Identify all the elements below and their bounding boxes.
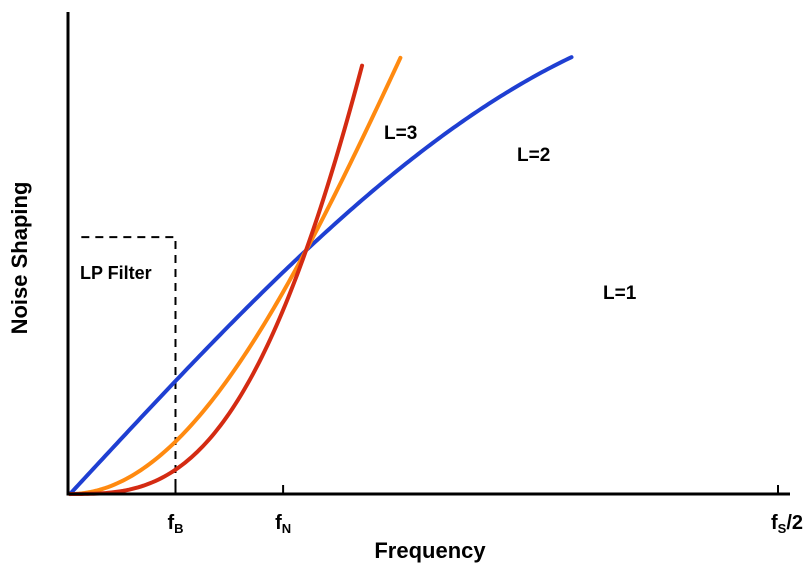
- x-axis-label: Frequency: [374, 538, 486, 563]
- lp-filter-label: LP Filter: [80, 263, 152, 283]
- series-l3-line: [68, 63, 365, 496]
- lp-filter-line: [81, 236, 177, 494]
- series-label-l2: L=2: [517, 145, 550, 166]
- x-tick-label: fS/2: [771, 512, 803, 536]
- series-l1-line: [68, 55, 574, 496]
- y-axis-label: Noise Shaping: [7, 182, 32, 335]
- series-label-l1: L=1: [603, 283, 637, 304]
- x-tick-label: fB: [167, 512, 183, 536]
- tick-layer: fB fN fS/2: [167, 485, 803, 536]
- series-layer: [68, 55, 574, 496]
- series-label-l3: L=3: [384, 123, 417, 144]
- x-tick-label: fN: [275, 512, 291, 536]
- series-l2-line: [68, 55, 403, 496]
- label-layer: LP Filter L=1 L=2 L=3: [80, 123, 637, 304]
